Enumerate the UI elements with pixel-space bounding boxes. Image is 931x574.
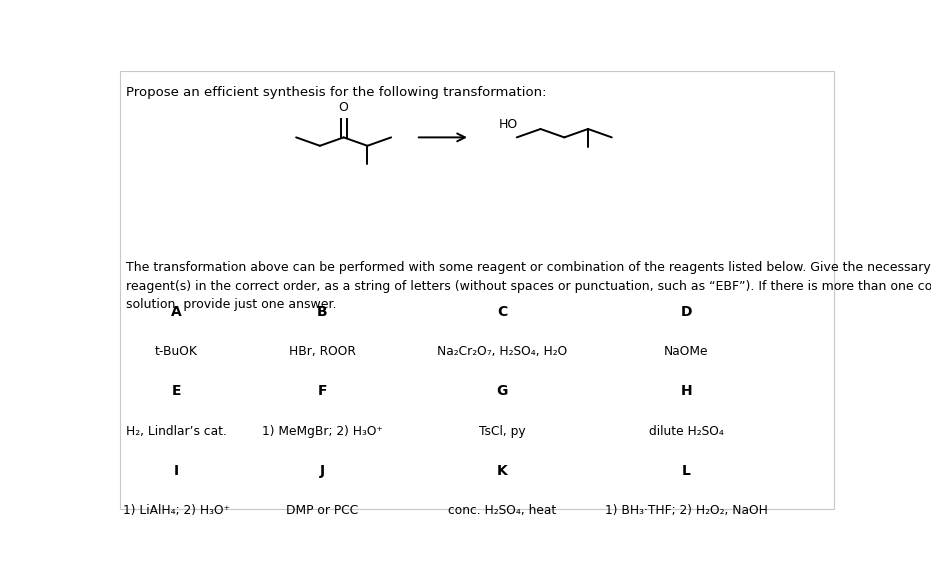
Text: 1) BH₃·THF; 2) H₂O₂, NaOH: 1) BH₃·THF; 2) H₂O₂, NaOH [605,504,768,517]
Text: TsCl, py: TsCl, py [479,425,526,437]
Text: C: C [497,305,507,319]
Text: The transformation above can be performed with some reagent or combination of th: The transformation above can be performe… [126,261,931,311]
Text: B: B [317,305,328,319]
Text: Propose an efficient synthesis for the following transformation:: Propose an efficient synthesis for the f… [126,86,546,99]
Text: O: O [339,100,348,114]
Text: t-BuOK: t-BuOK [155,345,197,358]
Text: A: A [171,305,182,319]
Text: conc. H₂SO₄, heat: conc. H₂SO₄, heat [448,504,557,517]
Text: G: G [497,384,508,398]
Text: HO: HO [499,118,518,131]
Text: 1) MeMgBr; 2) H₃O⁺: 1) MeMgBr; 2) H₃O⁺ [262,425,383,437]
Text: dilute H₂SO₄: dilute H₂SO₄ [649,425,723,437]
Text: H₂, Lindlar’s cat.: H₂, Lindlar’s cat. [126,425,227,437]
Text: 1) LiAlH₄; 2) H₃O⁺: 1) LiAlH₄; 2) H₃O⁺ [123,504,230,517]
Text: K: K [497,464,507,478]
Text: H: H [681,384,692,398]
Text: I: I [174,464,179,478]
Text: Na₂Cr₂O₇, H₂SO₄, H₂O: Na₂Cr₂O₇, H₂SO₄, H₂O [438,345,568,358]
Text: E: E [171,384,181,398]
Text: HBr, ROOR: HBr, ROOR [289,345,356,358]
Text: D: D [681,305,692,319]
Text: L: L [681,464,691,478]
Text: J: J [319,464,325,478]
Text: F: F [317,384,327,398]
Text: DMP or PCC: DMP or PCC [286,504,358,517]
Text: NaOMe: NaOMe [664,345,708,358]
